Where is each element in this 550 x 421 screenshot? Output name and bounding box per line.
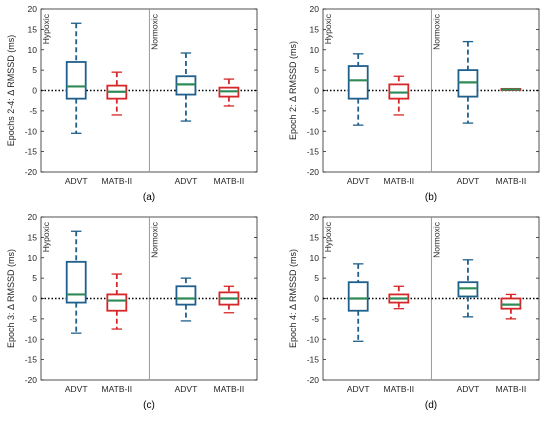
panel-label: (c) (143, 400, 155, 411)
x-tick-label: MATB-II (102, 384, 133, 394)
group-label-hypoxic: Hypoxic (323, 13, 333, 44)
box-hypoxic-matb-ii (388, 285, 410, 310)
y-tick-label: 10 (28, 253, 38, 263)
y-tick-label: 0 (32, 86, 37, 96)
box-hypoxic-advt (347, 53, 369, 126)
box-iqr (65, 260, 87, 304)
y-axis-label: Epochs 2-4: Δ RMSSD (ms) (6, 35, 16, 147)
box-normoxic-advt (457, 259, 479, 318)
y-tick-label: 10 (310, 253, 320, 263)
y-tick-label: -5 (311, 106, 319, 116)
x-tick-label: ADVT (347, 176, 370, 186)
x-tick-label: ADVT (457, 384, 480, 394)
y-axis-label: Epoch 2: Δ RMSSD (ms) (288, 41, 298, 140)
x-tick-label: MATB-II (214, 384, 245, 394)
x-tick-label: MATB-II (384, 176, 415, 186)
y-tick-label: -10 (307, 126, 320, 136)
group-label-normoxic: Normoxic (149, 13, 159, 50)
y-tick-label: -10 (25, 334, 38, 344)
y-tick-label: 20 (28, 212, 38, 222)
x-tick-label: MATB-II (102, 176, 133, 186)
x-tick-label: MATB-II (496, 176, 527, 186)
box-normoxic-advt (175, 52, 197, 122)
y-tick-label: 20 (310, 212, 320, 222)
box-iqr (65, 61, 87, 100)
y-tick-label: -5 (29, 314, 37, 324)
box-hypoxic-matb-ii (106, 273, 128, 330)
y-tick-label: 15 (28, 232, 38, 242)
y-tick-label: -15 (307, 355, 320, 365)
y-tick-label: 5 (314, 65, 319, 75)
group-label-normoxic: Normoxic (431, 13, 441, 50)
y-tick-label: 5 (32, 273, 37, 283)
x-tick-label: ADVT (65, 384, 88, 394)
y-tick-label: -15 (25, 147, 38, 157)
y-tick-label: -10 (307, 334, 320, 344)
y-tick-label: -15 (307, 147, 320, 157)
box-normoxic-matb-ii (218, 285, 240, 314)
y-tick-label: -5 (311, 314, 319, 324)
panel-4: 20 15 10 5 0 -5 -10 -15 -20 Epoch 4: Δ RMSSD (ms)… (288, 212, 540, 411)
x-tick-label: MATB-II (214, 176, 245, 186)
group-label-hypoxic: Hypoxic (41, 221, 51, 252)
y-tick-label: -15 (25, 355, 38, 365)
y-tick-label: 20 (310, 4, 320, 14)
panel-label: (b) (425, 192, 437, 203)
box-normoxic-advt (175, 277, 197, 322)
y-tick-label: 10 (28, 45, 38, 55)
panel-1: 20 15 10 5 0 -5 -10 -15 -20 Epochs 2-4: Δ RMSSD (… (6, 4, 258, 203)
panel-label: (d) (425, 400, 437, 411)
y-tick-label: 15 (28, 24, 38, 34)
y-tick-label: 5 (314, 273, 319, 283)
y-tick-label: 0 (314, 86, 319, 96)
y-tick-label: -5 (29, 106, 37, 116)
panel-label: (a) (143, 192, 155, 203)
x-tick-label: ADVT (347, 384, 370, 394)
y-tick-label: 15 (310, 24, 320, 34)
y-axis-label: Epoch 3: Δ RMSSD (ms) (6, 249, 16, 348)
box-iqr (106, 293, 128, 312)
y-tick-label: 0 (32, 294, 37, 304)
x-tick-label: ADVT (175, 384, 198, 394)
box-hypoxic-matb-ii (106, 71, 128, 116)
y-tick-label: 5 (32, 65, 37, 75)
group-label-normoxic: Normoxic (149, 221, 159, 258)
box-hypoxic-advt (347, 263, 369, 342)
box-hypoxic-advt (65, 22, 87, 134)
y-tick-label: -20 (25, 375, 38, 385)
group-label-hypoxic: Hypoxic (41, 13, 51, 44)
y-tick-label: 10 (310, 45, 320, 55)
x-tick-label: MATB-II (384, 384, 415, 394)
box-normoxic-matb-ii (500, 87, 522, 91)
x-tick-label: ADVT (175, 176, 198, 186)
group-label-normoxic: Normoxic (431, 221, 441, 258)
y-tick-label: -10 (25, 126, 38, 136)
box-hypoxic-advt (65, 230, 87, 334)
panel-3: 20 15 10 5 0 -5 -10 -15 -20 Epoch 3: Δ RMSSD (ms)… (6, 212, 258, 411)
box-normoxic-matb-ii (218, 78, 240, 107)
group-label-hypoxic: Hypoxic (323, 221, 333, 252)
box-iqr (347, 65, 369, 100)
x-tick-label: MATB-II (496, 384, 527, 394)
box-hypoxic-matb-ii (388, 75, 410, 116)
y-tick-label: -20 (307, 375, 320, 385)
y-tick-label: -20 (307, 167, 320, 177)
y-tick-label: 0 (314, 294, 319, 304)
x-tick-label: ADVT (65, 176, 88, 186)
y-tick-label: -20 (25, 167, 38, 177)
y-axis-label: Epoch 4: Δ RMSSD (ms) (288, 249, 298, 348)
box-normoxic-matb-ii (500, 293, 522, 320)
y-tick-label: 20 (28, 4, 38, 14)
box-iqr (175, 285, 197, 306)
panel-2: 20 15 10 5 0 -5 -10 -15 -20 Epoch 2: Δ RMSSD (ms)… (288, 4, 540, 203)
box-iqr (347, 281, 369, 312)
box-normoxic-advt (457, 40, 479, 124)
y-tick-label: 15 (310, 232, 320, 242)
x-tick-label: ADVT (457, 176, 480, 186)
